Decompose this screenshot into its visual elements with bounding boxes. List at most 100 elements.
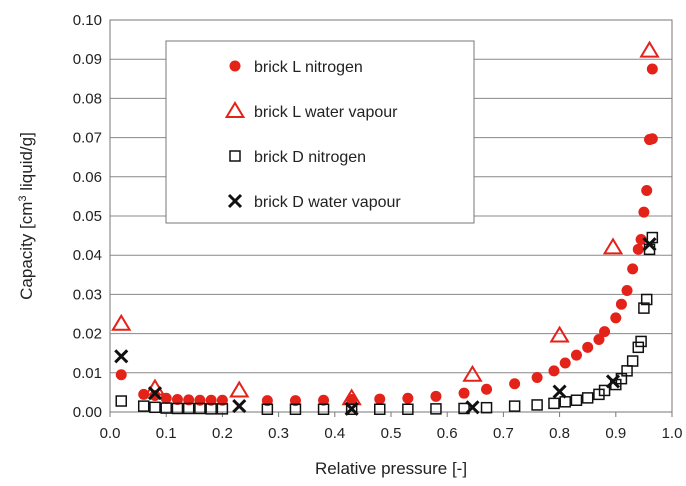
data-point bbox=[232, 399, 247, 414]
data-point bbox=[205, 403, 217, 415]
data-point bbox=[430, 403, 442, 415]
y-axis-tick-labels: 0.00 0.01 0.02 0.03 0.04 0.05 0.06 0.07 0.08 0.09… bbox=[73, 12, 102, 421]
data-point bbox=[548, 365, 560, 377]
data-point bbox=[374, 403, 386, 416]
y-tick-label: 0.01 bbox=[73, 365, 102, 382]
data-point bbox=[216, 403, 229, 415]
x-axis-title: Relative pressure [-] bbox=[315, 459, 467, 478]
x-tick-label: 0.3 bbox=[268, 425, 289, 442]
legend-label: brick L nitrogen bbox=[254, 59, 363, 76]
data-point bbox=[610, 312, 622, 324]
data-point bbox=[462, 364, 483, 382]
y-tick-label: 0.00 bbox=[73, 404, 102, 421]
data-point bbox=[559, 357, 571, 369]
y-axis-title-superscript: 3 bbox=[17, 195, 29, 201]
data-point bbox=[646, 133, 658, 145]
legend-marker bbox=[229, 60, 241, 72]
x-tick-label: 0.0 bbox=[100, 425, 121, 442]
data-point bbox=[374, 393, 386, 405]
x-tick-label: 0.2 bbox=[212, 425, 233, 442]
data-point bbox=[115, 395, 127, 407]
data-point bbox=[621, 284, 633, 296]
data-point bbox=[229, 380, 250, 398]
legend-label: brick D water vapour bbox=[254, 194, 401, 211]
data-point bbox=[480, 401, 493, 414]
x-tick-label: 0.8 bbox=[549, 425, 570, 442]
data-point bbox=[261, 395, 273, 407]
data-point bbox=[194, 402, 206, 415]
x-tick-label: 1.0 bbox=[662, 425, 683, 442]
series-2 bbox=[111, 40, 660, 406]
legend-item-1: brick L nitrogen bbox=[229, 59, 363, 76]
x-tick-label: 0.4 bbox=[324, 425, 345, 442]
y-tick-label: 0.02 bbox=[73, 326, 102, 343]
data-point bbox=[289, 403, 302, 416]
data-point bbox=[632, 341, 645, 354]
data-point bbox=[430, 390, 442, 402]
data-point bbox=[642, 237, 657, 252]
cross-stroke bbox=[552, 384, 567, 399]
data-point bbox=[137, 400, 150, 412]
legend-marker bbox=[227, 193, 243, 209]
data-point bbox=[111, 313, 132, 331]
data-point bbox=[402, 392, 414, 404]
data-point bbox=[632, 243, 644, 255]
y-tick-label: 0.09 bbox=[73, 51, 102, 68]
data-point bbox=[508, 400, 521, 412]
y-tick-label: 0.04 bbox=[73, 247, 102, 264]
data-point bbox=[635, 335, 647, 348]
series-4 bbox=[114, 237, 657, 416]
data-point bbox=[635, 234, 647, 246]
data-markers bbox=[111, 40, 660, 416]
x-tick-label: 0.5 bbox=[381, 425, 402, 442]
data-point bbox=[570, 394, 583, 406]
x-tick-label: 0.1 bbox=[156, 425, 177, 442]
data-point bbox=[182, 402, 195, 415]
data-point bbox=[160, 402, 172, 414]
data-point bbox=[627, 263, 639, 275]
legend-marker bbox=[224, 101, 246, 118]
data-point bbox=[149, 401, 161, 414]
data-point bbox=[345, 403, 358, 416]
data-point bbox=[531, 399, 543, 411]
data-point bbox=[465, 400, 480, 415]
data-point bbox=[615, 298, 627, 310]
data-point bbox=[641, 185, 653, 197]
data-point bbox=[318, 394, 330, 406]
data-point bbox=[531, 372, 543, 384]
y-tick-label: 0.07 bbox=[73, 130, 102, 147]
x-tick-label: 0.6 bbox=[437, 425, 458, 442]
legend-box bbox=[165, 40, 475, 224]
series-1 bbox=[115, 63, 658, 407]
cross-stroke bbox=[344, 401, 359, 416]
data-point bbox=[626, 355, 639, 367]
data-point bbox=[261, 403, 274, 416]
series-3 bbox=[115, 231, 659, 416]
data-point bbox=[344, 401, 359, 416]
data-point bbox=[552, 384, 567, 399]
x-tick-label: 0.7 bbox=[493, 425, 514, 442]
cross-stroke bbox=[232, 399, 247, 414]
data-point bbox=[458, 387, 470, 399]
data-point bbox=[638, 302, 650, 314]
data-point bbox=[638, 206, 650, 218]
y-tick-label: 0.03 bbox=[73, 286, 102, 303]
data-point bbox=[149, 390, 161, 402]
legend-item-2: brick L water vapour bbox=[224, 101, 398, 121]
data-point bbox=[548, 397, 560, 410]
data-point bbox=[458, 402, 470, 415]
data-point bbox=[570, 349, 582, 361]
cross-stroke bbox=[605, 374, 621, 389]
cross-stroke bbox=[465, 400, 480, 415]
x-axis-tick-labels: 0.0 0.1 0.2 0.3 0.4 0.5 0.6 0.7 0.8 0.9 1.0 bbox=[100, 412, 683, 442]
data-point bbox=[582, 341, 594, 353]
y-axis-title-part-1: Capacity [cm bbox=[17, 202, 36, 300]
data-point bbox=[599, 326, 611, 338]
data-point bbox=[171, 393, 183, 405]
legend-label: brick D nitrogen bbox=[254, 149, 366, 166]
legend-marker bbox=[229, 150, 241, 162]
data-point bbox=[602, 237, 624, 255]
data-point bbox=[183, 394, 195, 406]
data-point bbox=[289, 395, 301, 407]
